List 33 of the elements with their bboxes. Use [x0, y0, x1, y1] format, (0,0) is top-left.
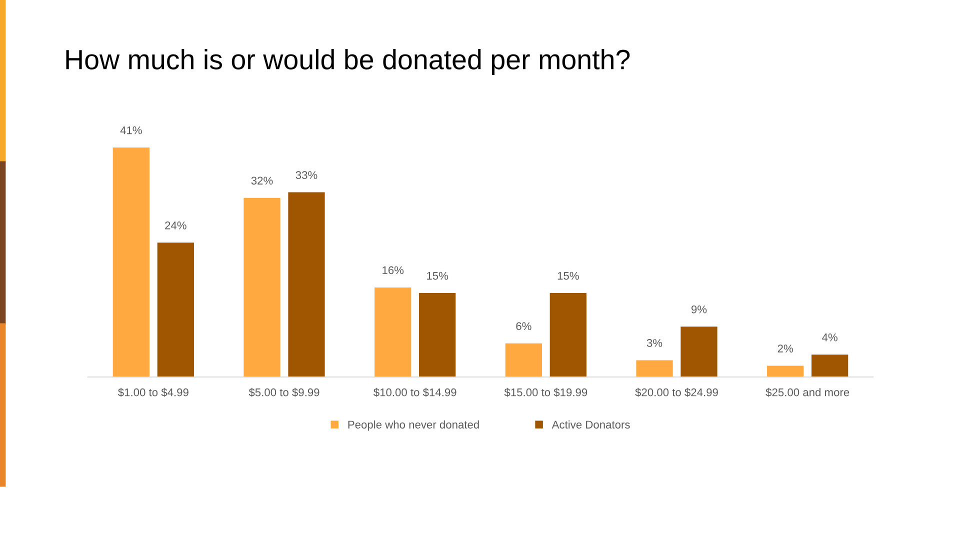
data-label: 32%	[251, 176, 273, 185]
x-tick-label: $1.00 to $4.99	[118, 388, 188, 397]
data-label: 16%	[382, 266, 404, 274]
x-tick-label: $10.00 to $14.99	[374, 388, 456, 397]
x-tick-label: $25.00 and more	[766, 388, 850, 397]
data-label: 15%	[558, 272, 579, 280]
data-label: 2%	[778, 344, 793, 352]
data-label: 41%	[120, 126, 142, 134]
bar	[157, 242, 194, 377]
data-label: 9%	[691, 305, 707, 314]
data-label: 4%	[822, 333, 838, 342]
x-tick-label: $5.00 to $9.99	[248, 388, 320, 397]
data-label: 3%	[646, 339, 662, 347]
bar	[419, 293, 456, 377]
data-label: 6%	[516, 322, 532, 330]
data-label: 33%	[296, 171, 318, 179]
bar	[244, 198, 280, 377]
bar	[505, 343, 542, 377]
bar	[112, 148, 150, 377]
bar	[636, 360, 673, 377]
data-label: 15%	[427, 272, 448, 280]
legend-label: Active Donators	[552, 420, 630, 429]
legend-label: People who never donated	[348, 420, 479, 431]
bar	[374, 287, 412, 377]
x-tick-label: $20.00 to $24.99	[635, 388, 718, 397]
bar	[767, 366, 804, 377]
bar	[550, 293, 586, 377]
bar	[812, 354, 848, 377]
x-tick-label: $15.00 to $19.99	[504, 388, 588, 397]
bar	[680, 326, 718, 377]
chart-title: How much is or would be donated per month?	[66, 49, 630, 75]
data-label: 24%	[165, 222, 186, 230]
bar	[288, 192, 325, 377]
